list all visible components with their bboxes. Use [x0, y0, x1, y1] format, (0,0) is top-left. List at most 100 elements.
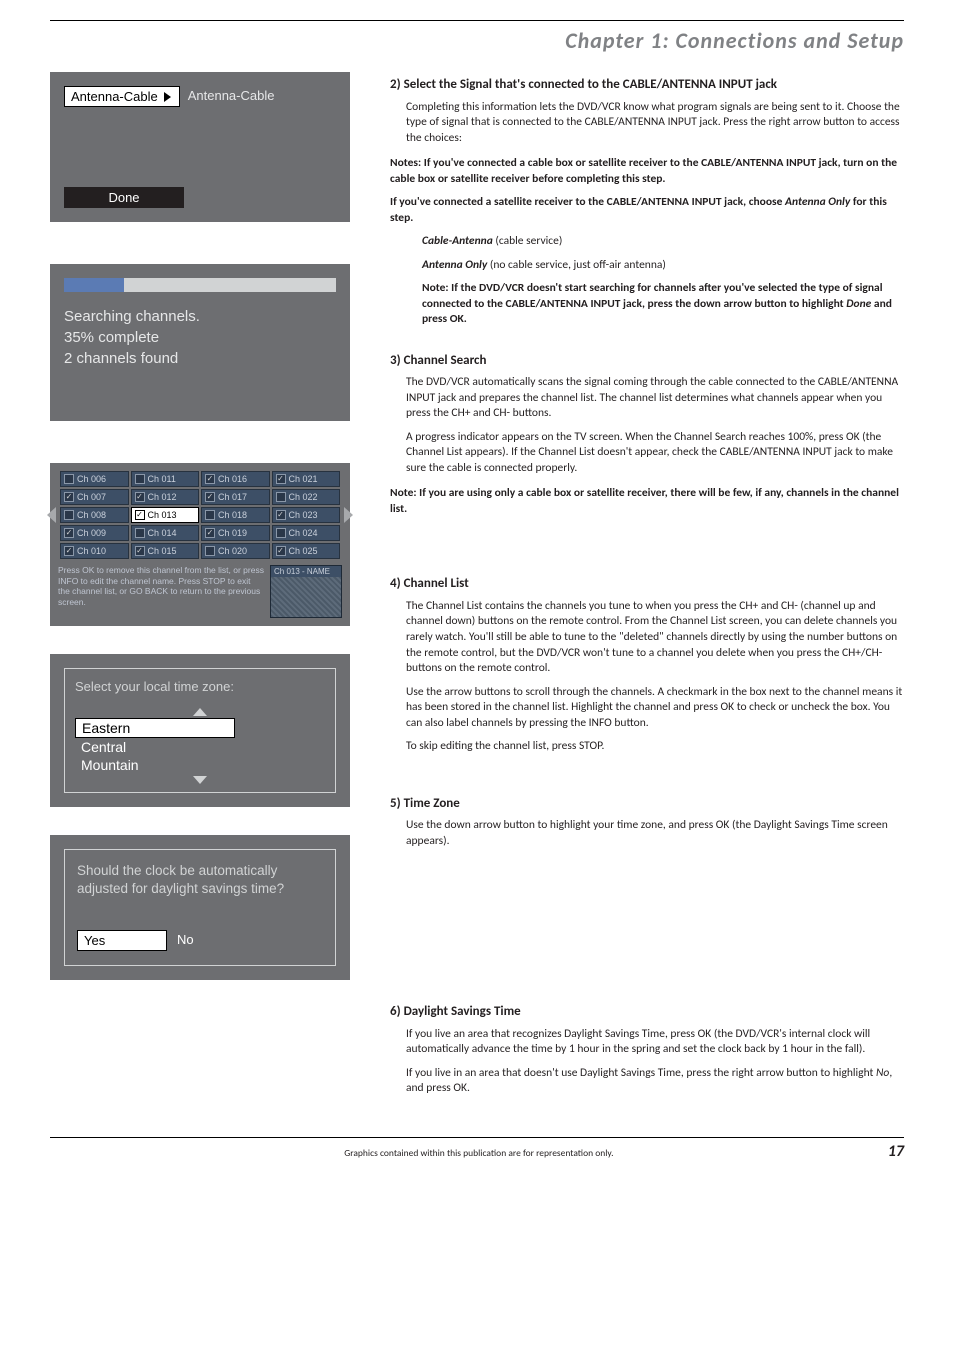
channel-label: Ch 009 [77, 528, 106, 538]
channel-cell[interactable]: Ch 025 [272, 543, 341, 559]
checkbox-icon [276, 510, 286, 520]
search-line-3: 2 channels found [64, 350, 336, 367]
channel-cell[interactable]: Ch 013 [131, 507, 200, 523]
channel-preview-label: Ch 013 - NAME [271, 566, 341, 577]
checkbox-icon [135, 474, 145, 484]
step-3-p1: The DVD/VCR automatically scans the sign… [406, 375, 904, 422]
step-5-p1: Use the down arrow button to highlight y… [406, 818, 904, 849]
step-2-note-2: If you've connected a satellite receiver… [390, 195, 904, 226]
channel-cell[interactable]: Ch 014 [131, 525, 200, 541]
channel-label: Ch 014 [148, 528, 177, 538]
channel-label: Ch 007 [77, 492, 106, 502]
channel-label: Ch 021 [289, 474, 318, 484]
antenna-selected-label: Antenna-Cable [71, 89, 158, 104]
channel-cell[interactable]: Ch 021 [272, 471, 341, 487]
channel-cell[interactable]: Ch 007 [60, 489, 129, 505]
antenna-screen: Antenna-Cable Antenna-Cable Done [50, 72, 350, 222]
checkbox-icon [276, 546, 286, 556]
channel-cell[interactable]: Ch 016 [201, 471, 270, 487]
channel-list-screen: Ch 006 Ch 011 Ch 016 Ch 021 Ch 007 Ch 012 Ch 0… [50, 463, 350, 626]
channel-label: Ch 013 [148, 510, 177, 520]
dst-screen: Should the clock be automatically adjust… [50, 835, 350, 980]
channel-cell[interactable]: Ch 018 [201, 507, 270, 523]
step-2-p1: Completing this information lets the DVD… [406, 100, 904, 147]
channel-label: Ch 010 [77, 546, 106, 556]
search-progress-bar [64, 278, 336, 292]
channel-help-text: Press OK to remove this channel from the… [58, 565, 264, 618]
channel-cell[interactable]: Ch 017 [201, 489, 270, 505]
checkbox-icon [64, 528, 74, 538]
step-4-p1: The Channel List contains the channels y… [406, 599, 904, 677]
chapter-title: Chapter 1: Connections and Setup [50, 27, 904, 54]
channel-label: Ch 015 [148, 546, 177, 556]
channel-label: Ch 012 [148, 492, 177, 502]
search-line-2: 35% complete [64, 329, 336, 346]
channel-cell[interactable]: Ch 022 [272, 489, 341, 505]
step-2-note-1: Notes: If you've connected a cable box o… [390, 156, 904, 187]
channel-cell[interactable]: Ch 006 [60, 471, 129, 487]
channel-label: Ch 025 [289, 546, 318, 556]
chevron-right-icon[interactable] [344, 507, 353, 523]
step-4-heading: 4) Channel List [390, 575, 904, 593]
step-6-p1: If you live an area that recognizes Dayl… [406, 1027, 904, 1058]
channel-cell[interactable]: Ch 023 [272, 507, 341, 523]
channel-cell[interactable]: Ch 019 [201, 525, 270, 541]
done-button[interactable]: Done [64, 187, 184, 208]
checkbox-icon [64, 546, 74, 556]
step-4-p3: To skip editing the channel list, press … [406, 739, 904, 755]
channel-cell[interactable]: Ch 010 [60, 543, 129, 559]
timezone-screen: Select your local time zone: Eastern Cen… [50, 654, 350, 807]
antenna-selected[interactable]: Antenna-Cable [64, 86, 180, 107]
channel-label: Ch 022 [289, 492, 318, 502]
dst-question: Should the clock be automatically adjust… [77, 862, 323, 898]
chevron-down-icon[interactable] [193, 776, 207, 784]
search-screen: Searching channels. 35% complete 2 chann… [50, 264, 350, 421]
channel-cell[interactable]: Ch 011 [131, 471, 200, 487]
channel-cell[interactable]: Ch 012 [131, 489, 200, 505]
step-2-opt-1: Cable-Antenna (cable service) [390, 234, 904, 250]
footer-text: Graphics contained within this publicati… [70, 1147, 888, 1159]
checkbox-icon [276, 528, 286, 538]
channel-grid: Ch 006 Ch 011 Ch 016 Ch 021 Ch 007 Ch 012 Ch 0… [60, 471, 340, 559]
right-column: 2) Select the Signal that's connected to… [390, 72, 904, 1107]
dst-no-button[interactable]: No [171, 930, 261, 951]
channel-cell[interactable]: Ch 015 [131, 543, 200, 559]
page-number: 17 [888, 1142, 904, 1161]
timezone-item-mountain[interactable]: Mountain [75, 756, 235, 774]
step-3-p2: A progress indicator appears on the TV s… [406, 430, 904, 477]
channel-cell[interactable]: Ch 009 [60, 525, 129, 541]
timezone-title: Select your local time zone: [75, 679, 325, 694]
checkbox-icon [64, 492, 74, 502]
checkbox-icon [205, 492, 215, 502]
channel-label: Ch 024 [289, 528, 318, 538]
checkbox-icon [135, 528, 145, 538]
step-6-heading: 6) Daylight Savings Time [390, 1003, 904, 1021]
channel-label: Ch 019 [218, 528, 247, 538]
checkbox-icon [64, 510, 74, 520]
step-3-note-1: Note: If you are using only a cable box … [390, 486, 904, 517]
checkbox-icon [205, 546, 215, 556]
channel-cell[interactable]: Ch 024 [272, 525, 341, 541]
channel-cell[interactable]: Ch 020 [201, 543, 270, 559]
chevron-left-icon[interactable] [47, 507, 56, 523]
channel-label: Ch 023 [289, 510, 318, 520]
channel-label: Ch 011 [148, 474, 176, 484]
channel-preview: Ch 013 - NAME [270, 565, 342, 618]
dst-yes-button[interactable]: Yes [77, 930, 167, 951]
timezone-item-central[interactable]: Central [75, 738, 235, 756]
channel-label: Ch 017 [218, 492, 247, 502]
left-column: Antenna-Cable Antenna-Cable Done Searchi… [50, 72, 350, 1107]
step-3-heading: 3) Channel Search [390, 352, 904, 370]
checkbox-icon [205, 474, 215, 484]
antenna-option[interactable]: Antenna-Cable [180, 86, 283, 107]
search-line-1: Searching channels. [64, 308, 336, 325]
step-2-note-3: Note: If the DVD/VCR doesn't start searc… [390, 281, 904, 328]
checkbox-icon [135, 546, 145, 556]
step-4-p2: Use the arrow buttons to scroll through … [406, 685, 904, 732]
timezone-item-eastern[interactable]: Eastern [75, 718, 235, 738]
channel-cell[interactable]: Ch 008 [60, 507, 129, 523]
checkbox-icon [135, 510, 145, 520]
checkbox-icon [205, 528, 215, 538]
chevron-up-icon[interactable] [193, 708, 207, 716]
step-2-heading: 2) Select the Signal that's connected to… [390, 76, 904, 94]
